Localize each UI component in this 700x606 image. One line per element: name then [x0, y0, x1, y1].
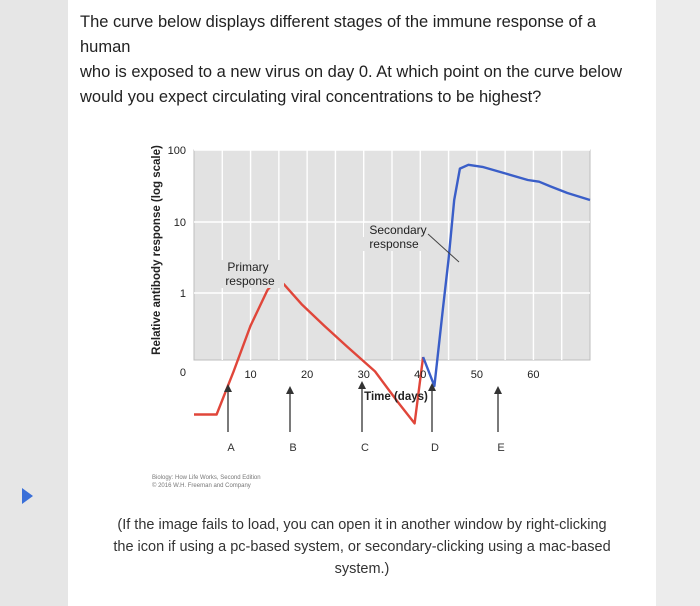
x-tick-label: 50	[471, 369, 483, 381]
primary-response-curve	[194, 277, 425, 425]
x-tick-label: 60	[527, 369, 539, 381]
left-sidebar	[0, 0, 68, 606]
secondary-response-label: response	[369, 237, 419, 251]
callout-background	[364, 223, 432, 237]
point-label-c: C	[361, 442, 369, 454]
chart-grid	[193, 149, 591, 361]
note-line: the icon if using a pc-based system, or …	[113, 539, 611, 555]
image-note: (If the image fails to load, you can ope…	[92, 514, 632, 580]
chart-point-arrows: A B C D E	[224, 381, 505, 454]
point-label-d: D	[431, 442, 439, 454]
arrow-head	[224, 384, 232, 392]
chart-ticks: 10 20 30 40 50 60 0 1 10 100	[168, 145, 540, 381]
question-line: The curve below displays different stage…	[80, 13, 597, 56]
x-axis-label: Time (days)	[364, 391, 428, 403]
credit-line: © 2016 W.H. Freeman and Company	[152, 482, 251, 489]
arrow-head	[286, 386, 294, 394]
x-tick-label: 20	[301, 369, 313, 381]
y-tick-label: 100	[168, 145, 186, 157]
question-text: The curve below displays different stage…	[80, 10, 650, 110]
chart-curves	[194, 163, 591, 425]
secondary-response-label: Secondary	[369, 223, 426, 237]
question-line: would you expect circulating viral conce…	[80, 88, 542, 106]
primary-response-label: response	[225, 274, 275, 288]
credit-line: Biology: How Life Works, Second Edition	[152, 475, 261, 481]
x-tick-label: 40	[414, 369, 426, 381]
y-tick-label: 1	[180, 288, 186, 300]
point-label-e: E	[497, 442, 504, 454]
secondary-callout-leader	[427, 233, 460, 263]
y-tick-label: 10	[174, 217, 186, 229]
point-label-b: B	[289, 442, 296, 454]
arrow-head	[428, 383, 436, 391]
note-line: system.)	[334, 561, 390, 577]
play-icon[interactable]	[22, 488, 33, 504]
y-tick-label: 0	[180, 367, 186, 379]
x-tick-label: 10	[244, 369, 256, 381]
arrow-head	[494, 386, 502, 394]
arrow-head	[358, 381, 366, 389]
question-line: who is exposed to a new virus on day 0. …	[80, 63, 623, 81]
publisher-credit: Biology: How Life Works, Second Edition …	[152, 475, 261, 489]
y-axis-label: Relative antibody response (log scale)	[151, 145, 163, 355]
secondary-response-curve	[421, 163, 591, 388]
note-line: (If the image fails to load, you can ope…	[117, 517, 607, 533]
point-label-a: A	[227, 442, 235, 454]
callout-background	[360, 237, 428, 251]
primary-response-label: Primary	[227, 260, 268, 274]
callout-background	[214, 260, 282, 274]
callout-background	[216, 274, 284, 288]
x-tick-label: 30	[358, 369, 370, 381]
